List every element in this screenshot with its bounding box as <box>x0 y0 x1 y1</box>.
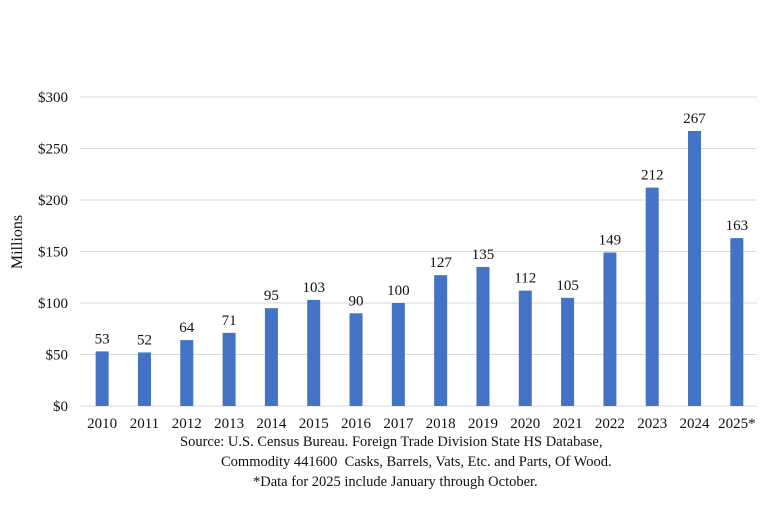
data-label: 105 <box>556 278 579 294</box>
bar <box>349 313 363 406</box>
x-tick-label: 2024 <box>680 416 711 432</box>
data-label: 64 <box>179 320 195 336</box>
y-tick-label: $150 <box>38 245 68 261</box>
data-label: 52 <box>137 332 152 348</box>
x-tick-label: 2012 <box>172 416 202 432</box>
bar <box>264 308 278 406</box>
y-tick-label: $100 <box>38 296 68 312</box>
x-tick-label: 2014 <box>256 416 287 432</box>
x-tick-label: 2013 <box>214 416 244 432</box>
data-label: 103 <box>302 280 325 296</box>
x-axis-ticks: 2010 2011 2012 2013 2014 2015 2016 2017 2018 2019… <box>87 416 755 432</box>
bar <box>307 299 321 406</box>
bar <box>434 275 448 406</box>
data-label: 267 <box>683 111 706 127</box>
bar <box>391 303 405 406</box>
bar <box>645 187 659 406</box>
bars <box>95 130 744 407</box>
bar <box>137 352 151 406</box>
bar <box>688 130 702 407</box>
data-label: 112 <box>514 271 536 287</box>
bar <box>222 332 236 406</box>
y-tick-label: $250 <box>38 142 68 158</box>
x-tick-label: 2021 <box>553 416 583 432</box>
data-label: 71 <box>222 313 237 329</box>
data-label: 53 <box>95 331 110 347</box>
y-tick-label: $50 <box>46 348 69 364</box>
x-tick-label: 2019 <box>468 416 498 432</box>
bar <box>95 351 109 406</box>
source-line-2: Commodity 441600 Casks, Barrels, Vats, E… <box>221 454 612 470</box>
data-label: 127 <box>429 255 452 271</box>
data-label: 163 <box>726 218 749 234</box>
source-line-1: Source: U.S. Census Bureau. Foreign Trad… <box>180 434 603 450</box>
y-tick-label: $0 <box>53 399 68 415</box>
x-tick-label: 2011 <box>130 416 159 432</box>
source-notes: Source: U.S. Census Bureau. Foreign Trad… <box>0 432 768 492</box>
y-axis-ticks: $0 $50 $100 $150 $200 $250 $300 <box>38 90 68 415</box>
x-tick-label: 2015 <box>299 416 329 432</box>
data-label: 135 <box>472 247 495 263</box>
data-label: 100 <box>387 283 410 299</box>
x-tick-label: 2016 <box>341 416 372 432</box>
bar <box>476 266 490 406</box>
bar-chart: $0 $50 $100 $150 $200 $250 $300 53 52 64 71 95 103 9… <box>9 90 757 432</box>
bar <box>730 238 744 406</box>
data-label: 212 <box>641 168 664 184</box>
y-tick-label: $300 <box>38 90 68 106</box>
bar <box>180 340 194 406</box>
y-tick-label: $200 <box>38 193 68 209</box>
bar <box>561 297 575 406</box>
x-tick-label: 2017 <box>383 416 414 432</box>
data-label: 95 <box>264 288 279 304</box>
data-label: 90 <box>349 293 364 309</box>
x-tick-label: 2018 <box>426 416 456 432</box>
x-tick-label: 2025* <box>718 416 756 432</box>
data-label: 149 <box>599 233 622 249</box>
bar <box>518 290 532 406</box>
x-tick-label: 2010 <box>87 416 117 432</box>
y-axis-label: Millions <box>9 215 26 269</box>
x-tick-label: 2022 <box>595 416 625 432</box>
data-labels: 53 52 64 71 95 103 90 100 127 135 112 105 149 212 267 1… <box>95 111 748 348</box>
footnote: *Data for 2025 include January through O… <box>253 474 538 490</box>
bar <box>603 252 617 406</box>
x-tick-label: 2020 <box>510 416 540 432</box>
x-tick-label: 2023 <box>637 416 667 432</box>
